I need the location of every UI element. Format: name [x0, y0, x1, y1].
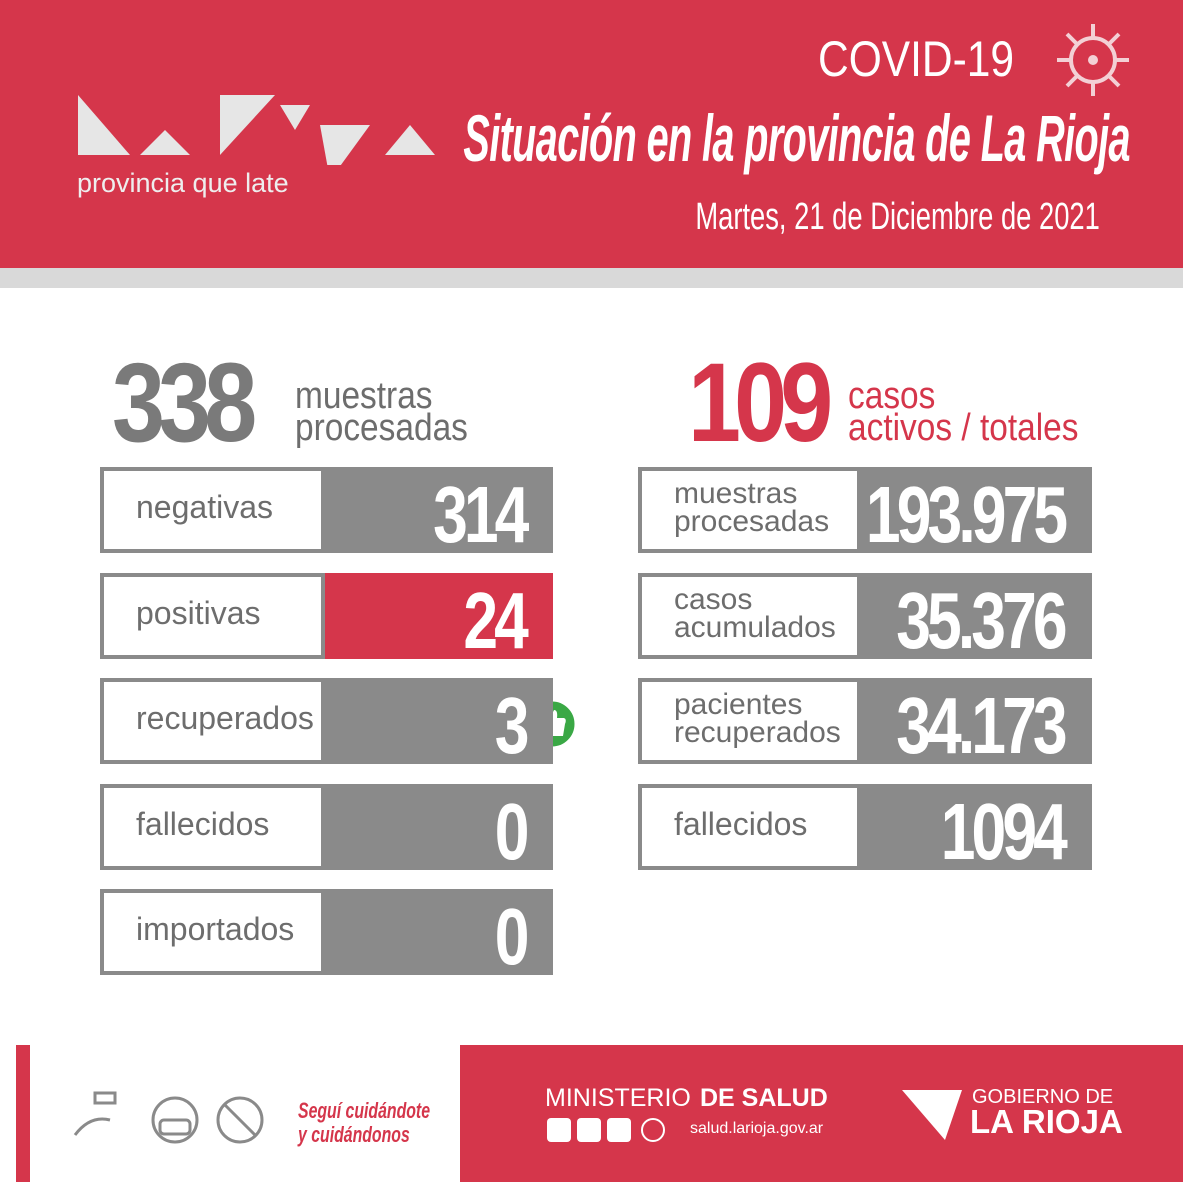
row-label: recuperados — [136, 700, 314, 736]
row-value: 34.173 — [896, 681, 1068, 770]
row-label: procesadas — [674, 505, 830, 538]
government-logo — [902, 1090, 962, 1140]
label-box — [100, 467, 325, 553]
row-label: recuperados — [674, 716, 841, 749]
care-icons — [73, 1091, 264, 1144]
ministry: DE SALUD — [700, 1084, 828, 1112]
slogan: Seguí cuidándote — [298, 1098, 431, 1123]
label-box — [100, 783, 325, 870]
row-label: positivas — [136, 594, 261, 631]
row-label: muestras — [674, 477, 798, 510]
social-icons — [547, 1118, 665, 1142]
url: salud.larioja.gov.ar — [690, 1120, 824, 1137]
row-value: 0 — [494, 892, 529, 981]
row-label: acumulados — [674, 610, 836, 644]
footer-band — [460, 1045, 1183, 1182]
row-value: 1094 — [940, 786, 1068, 876]
label-box — [638, 572, 861, 659]
virus-icon — [1057, 24, 1129, 96]
label-box — [100, 678, 325, 764]
footer-bar — [16, 1045, 30, 1182]
row-value: 0 — [494, 786, 529, 876]
row-label: importados — [136, 911, 295, 947]
label-box — [100, 572, 325, 659]
label-box — [100, 889, 325, 975]
row-label: fallecidos — [674, 805, 808, 842]
row-label: pacientes — [674, 688, 803, 721]
government: LA RIOJA — [970, 1103, 1123, 1140]
ministry: MINISTERIO — [545, 1084, 691, 1112]
label-box — [638, 783, 861, 870]
row-label: casos — [674, 582, 753, 616]
cumulative-total: 109 — [688, 340, 833, 465]
row-value: 193.975 — [865, 470, 1068, 559]
header-strip — [0, 268, 1183, 288]
title: Situación en la provincia de La Rioja — [463, 101, 1130, 175]
daily-total-label: muestras — [295, 375, 433, 417]
daily-total-label: procesadas — [295, 407, 468, 449]
date: Martes, 21 de Diciembre de 2021 — [695, 196, 1100, 238]
row-value: 24 — [463, 575, 529, 665]
row-value: 35.376 — [896, 575, 1068, 665]
header-band — [0, 0, 1183, 268]
row-value: 314 — [432, 470, 529, 559]
row-label: negativas — [136, 489, 273, 525]
tag: COVID-19 — [818, 31, 1015, 87]
government: GOBIERNO DE — [972, 1086, 1114, 1108]
row-value: 3 — [494, 681, 529, 770]
cumulative-total-label: casos — [848, 375, 936, 417]
cumulative-total-label: activos / totales — [848, 407, 1079, 449]
label-box — [638, 678, 861, 764]
label-box — [638, 467, 861, 553]
daily-total: 338 — [112, 340, 257, 465]
brand: provincia que late — [77, 168, 289, 198]
row-label: fallecidos — [136, 805, 270, 842]
slogan: y cuidándonos — [298, 1122, 410, 1147]
logo — [78, 95, 435, 165]
